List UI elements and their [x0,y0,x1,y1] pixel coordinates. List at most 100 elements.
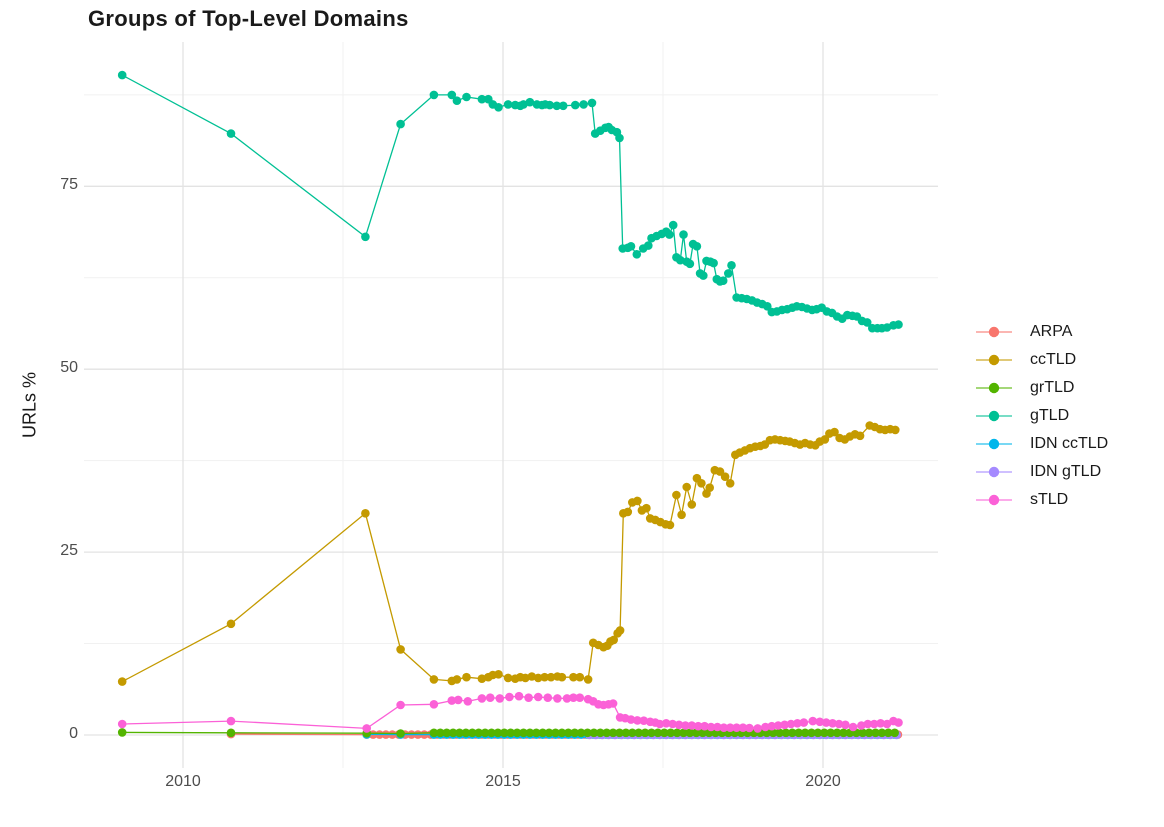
data-point [788,728,797,738]
data-point [807,728,816,738]
data-point [436,728,445,738]
data-point [362,724,372,733]
data-point [608,728,618,738]
legend-key-dot [988,494,1000,506]
data-point [633,716,642,725]
data-point [815,717,825,727]
y-tick-label: 25 [60,542,78,560]
data-point [834,719,844,729]
data-point [724,269,733,278]
data-point [864,728,874,738]
data-point [745,723,754,733]
data-point [697,479,706,488]
legend-entry-IDN-ccTLD: IDN ccTLD [976,434,1108,454]
data-point [786,719,796,729]
data-point [832,728,842,738]
x-tick-label: 2010 [165,773,201,790]
data-point [891,425,900,435]
data-point [841,720,850,730]
data-point [882,719,892,729]
data-point [519,728,528,738]
data-point [533,673,543,683]
data-point [693,721,703,731]
data-point [647,728,656,738]
data-point [738,723,748,732]
data-point [761,722,770,732]
data-point [767,721,777,731]
data-point [468,728,477,738]
legend-key-icon [976,410,1012,422]
data-point [557,672,567,682]
data-point [642,503,651,513]
data-point [533,692,543,702]
legend-entry-grTLD: grTLD [976,378,1108,398]
data-point [633,496,642,506]
data-point [640,728,650,738]
data-point [429,728,439,738]
data-point [661,719,671,728]
data-point [763,302,772,311]
data-point [553,694,562,703]
data-point [452,675,462,684]
data-point [442,728,452,738]
data-point [871,728,880,738]
data-point [602,728,611,738]
data-point [705,483,714,493]
data-point [579,100,588,109]
data-point [753,724,762,733]
data-point [687,721,697,730]
data-point [672,490,681,500]
data-point [462,92,471,102]
y-tick-label: 0 [69,725,78,743]
data-point [453,695,463,705]
data-point [858,728,867,738]
data-point [692,242,702,251]
data-point [487,728,496,738]
data-point [626,242,636,251]
data-point [687,500,697,509]
data-point [820,435,830,444]
data-point [448,728,458,738]
data-point [609,635,618,645]
data-point [894,320,903,329]
y-tick-label: 75 [60,176,78,194]
data-point [558,101,568,111]
legend-label: grTLD [1030,379,1075,396]
data-point [514,691,524,701]
data-point [596,728,605,738]
legend-label: IDN ccTLD [1030,435,1109,452]
data-point [876,719,885,728]
data-point [462,672,471,682]
data-point [718,276,728,286]
data-point [655,719,665,729]
data-point [639,716,649,725]
x-tick-label: 2015 [485,773,521,790]
data-point [869,719,879,729]
data-point [720,472,730,482]
data-point [813,728,823,738]
data-point [493,728,503,738]
legend-key-dot [988,382,1000,394]
data-point [830,427,839,437]
data-point [361,232,370,242]
data-point [634,728,643,738]
data-point [575,672,585,682]
data-point [877,728,887,738]
x-tick-label: 2020 [805,773,841,790]
data-point [396,700,405,710]
data-point [709,258,718,268]
legend-key-dot [988,466,1000,478]
data-point [564,728,573,738]
data-point [532,728,541,738]
data-point [623,507,633,517]
data-point [463,697,473,706]
legend-key-dot [988,354,1000,366]
legend-key-icon [976,466,1012,478]
data-point [117,728,127,737]
data-point [668,719,677,729]
data-point [551,728,560,738]
data-point [569,693,578,702]
data-point [679,230,688,239]
data-point [226,728,236,738]
legend-label: gTLD [1030,407,1070,424]
